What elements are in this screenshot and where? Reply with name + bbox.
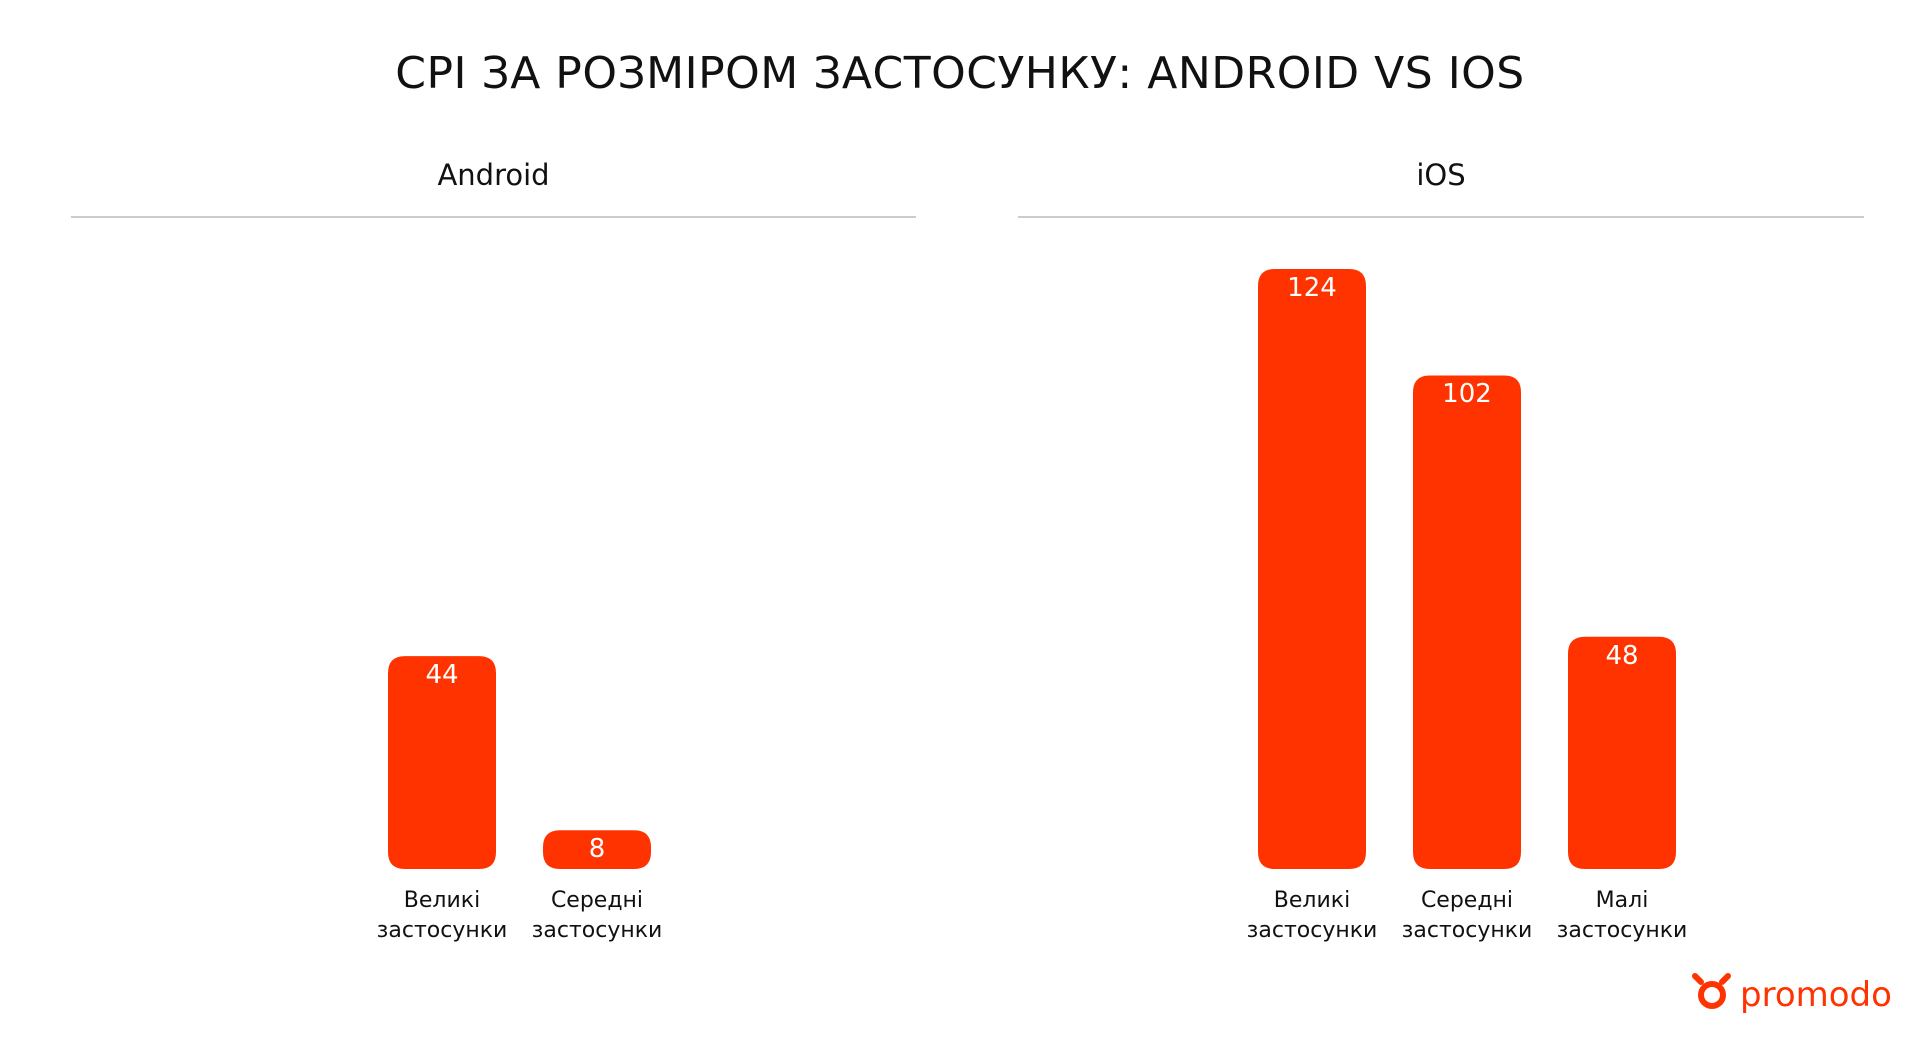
bar [388, 656, 496, 869]
panel-title: Android [437, 158, 550, 192]
value-label: 124 [1287, 273, 1337, 303]
panel-title: iOS [1416, 158, 1466, 192]
bar [1413, 375, 1521, 869]
category-label: Великі застосунки [376, 888, 508, 943]
category-label: Великі застосунки [1246, 888, 1378, 943]
category-label: Середні застосунки [1401, 888, 1533, 943]
bar [1258, 269, 1366, 869]
bar [1568, 636, 1676, 869]
category-label: Малі застосунки [1556, 888, 1688, 943]
logo-icon [1692, 973, 1731, 1009]
page-title: CPI ЗА РОЗМІРОМ ЗАСТОСУНКУ: ANDROID VS I… [395, 48, 1525, 99]
category-label: Середні застосунки [531, 888, 663, 943]
value-label: 8 [588, 834, 606, 865]
logo-text: promodo [1740, 975, 1892, 1015]
value-label: 48 [1605, 640, 1639, 671]
bar [543, 830, 651, 869]
value-label: 102 [1442, 379, 1492, 410]
value-label: 44 [425, 660, 459, 691]
